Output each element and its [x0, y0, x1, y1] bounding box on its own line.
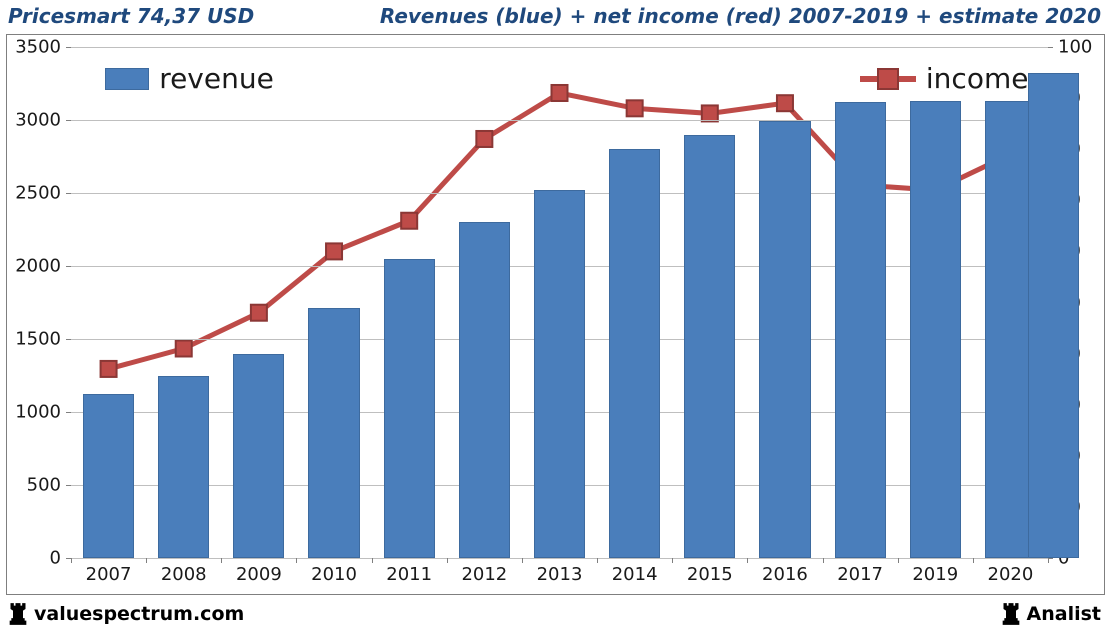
revenue-bar [609, 149, 660, 558]
revenue-bar [459, 222, 510, 558]
x-axis-label: 2007 [86, 564, 132, 585]
legend-income-label: income [926, 62, 1029, 95]
footer-right-text: Analist [1027, 603, 1101, 625]
left-axis-label: 2500 [15, 183, 61, 204]
left-axis-label: 500 [27, 475, 61, 496]
x-tick [747, 558, 748, 563]
revenue-bar [308, 308, 359, 558]
x-tick [447, 558, 448, 563]
x-tick [1048, 558, 1049, 563]
x-axis-label: 2020 [988, 564, 1034, 585]
legend-revenue-label: revenue [159, 62, 274, 95]
plot-area: 0500100015002000250030003500010203040506… [71, 47, 1048, 558]
legend-income-swatch [860, 69, 916, 89]
plot-outer-border: 0500100015002000250030003500010203040506… [6, 34, 1105, 595]
income-marker [101, 361, 117, 377]
x-tick [597, 558, 598, 563]
left-axis-label: 3500 [15, 37, 61, 58]
x-axis-label: 2012 [461, 564, 507, 585]
footer-left: valuespectrum.com [8, 603, 244, 625]
income-marker [176, 340, 192, 356]
left-tick [66, 193, 71, 194]
revenue-bar [835, 102, 886, 558]
x-axis-label: 2013 [537, 564, 583, 585]
left-tick [66, 412, 71, 413]
x-axis-label: 2017 [837, 564, 883, 585]
left-tick [66, 266, 71, 267]
income-marker [401, 213, 417, 229]
legend-income: income [860, 62, 1029, 95]
revenue-bar [83, 394, 134, 558]
x-axis-label: 2014 [612, 564, 658, 585]
income-marker [627, 100, 643, 116]
x-axis-label: 2019 [912, 564, 958, 585]
x-tick [296, 558, 297, 563]
revenue-bar [384, 259, 435, 558]
x-tick [522, 558, 523, 563]
x-tick [372, 558, 373, 563]
left-axis-label: 2000 [15, 256, 61, 277]
revenue-bar [158, 376, 209, 559]
revenue-bar [233, 354, 284, 558]
x-tick [71, 558, 72, 563]
x-axis-label: 2010 [311, 564, 357, 585]
rook-icon [8, 603, 28, 625]
revenue-bar [534, 190, 585, 558]
income-marker [777, 95, 793, 111]
footer-right: Analist [1001, 603, 1101, 625]
x-tick [898, 558, 899, 563]
left-axis-label: 3000 [15, 110, 61, 131]
gridline [71, 47, 1048, 48]
x-tick [823, 558, 824, 563]
x-axis-label: 2016 [762, 564, 808, 585]
x-axis-label: 2011 [386, 564, 432, 585]
x-tick [973, 558, 974, 563]
revenue-bar [910, 101, 961, 558]
left-tick [66, 485, 71, 486]
x-axis-label: 2015 [687, 564, 733, 585]
x-tick [672, 558, 673, 563]
legend-revenue-swatch [105, 68, 149, 90]
income-marker [476, 131, 492, 147]
left-tick [66, 47, 71, 48]
right-tick [1048, 47, 1053, 48]
title-left: Pricesmart 74,37 USD [8, 4, 254, 28]
revenue-bar [759, 121, 810, 558]
income-marker [251, 305, 267, 321]
x-tick [221, 558, 222, 563]
income-marker [326, 243, 342, 259]
title-right: Revenues (blue) + net income (red) 2007-… [380, 4, 1101, 28]
revenue-bar [684, 135, 735, 558]
chart-frame: Pricesmart 74,37 USD Revenues (blue) + n… [0, 0, 1111, 627]
x-axis-label: 2009 [236, 564, 282, 585]
gridline [71, 120, 1048, 121]
rook-icon [1001, 603, 1021, 625]
gridline [71, 558, 1048, 559]
legend-revenue: revenue [105, 62, 274, 95]
left-axis-label: 1500 [15, 329, 61, 350]
left-axis-label: 0 [50, 548, 61, 569]
right-axis-label: 100 [1058, 37, 1092, 58]
x-axis-label: 2008 [161, 564, 207, 585]
x-tick [146, 558, 147, 563]
footer-left-text: valuespectrum.com [34, 603, 244, 625]
left-tick [66, 339, 71, 340]
revenue-bar-overflow [1028, 73, 1079, 558]
left-axis-label: 1000 [15, 402, 61, 423]
income-marker [552, 85, 568, 101]
left-tick [66, 120, 71, 121]
